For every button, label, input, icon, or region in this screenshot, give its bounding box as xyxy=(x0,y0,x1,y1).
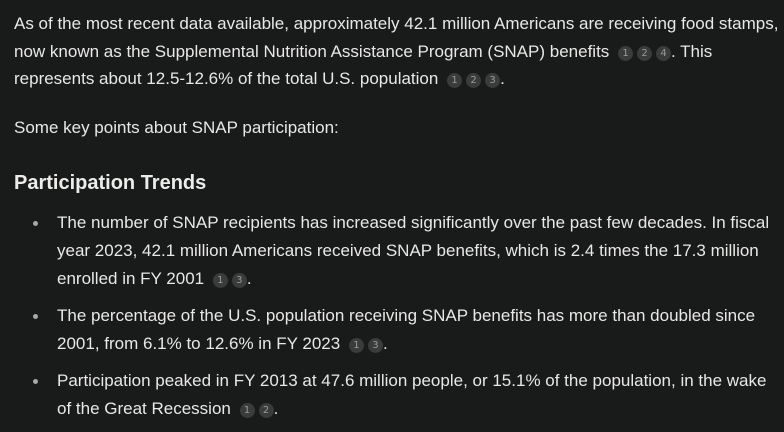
citation-badge[interactable]: 2 xyxy=(258,403,274,418)
list-item: The percentage of the U.S. population re… xyxy=(14,302,780,358)
list-item-end: . xyxy=(246,269,252,288)
citation-badge[interactable]: 1 xyxy=(348,338,364,353)
intro-text-continued: . This represents about 12.5-12.6% of th… xyxy=(14,41,713,89)
citation-badge[interactable]: 2 xyxy=(466,73,482,88)
citation-badge[interactable]: 3 xyxy=(367,338,383,353)
bullet-dot xyxy=(33,314,38,319)
citation-badge[interactable]: 1 xyxy=(212,273,228,288)
citation-badge[interactable]: 3 xyxy=(485,73,501,88)
list-item-text: Participation peaked in FY 2013 at 47.6 … xyxy=(57,371,767,418)
citation-badge[interactable]: 1 xyxy=(447,73,463,88)
list-item-end: . xyxy=(382,334,388,353)
bullet-dot xyxy=(33,221,38,226)
citation-badge[interactable]: 2 xyxy=(637,45,653,61)
intro-text: As of the most recent data available, ap… xyxy=(14,14,779,61)
citation-badge[interactable]: 3 xyxy=(231,273,247,288)
answer-content: As of the most recent data available, ap… xyxy=(14,10,780,432)
citation-badge[interactable]: 1 xyxy=(239,403,255,418)
key-points-intro: Some key points about SNAP participation… xyxy=(14,117,339,137)
list-item: Participation peaked in FY 2013 at 47.6 … xyxy=(14,367,780,423)
citation-badge[interactable]: 4 xyxy=(656,45,672,61)
list-item-text: The number of SNAP recipients has increa… xyxy=(57,213,770,288)
list-item-text: The percentage of the U.S. population re… xyxy=(57,306,756,353)
section-heading: Participation Trends xyxy=(14,172,207,194)
participation-trends-list: The number of SNAP recipients has increa… xyxy=(14,209,780,423)
list-item-end: . xyxy=(273,399,279,418)
intro-paragraph: As of the most recent data available, ap… xyxy=(14,10,780,93)
list-item: The number of SNAP recipients has increa… xyxy=(14,209,780,293)
bullet-dot xyxy=(33,379,38,384)
citation-badge[interactable]: 1 xyxy=(618,45,634,61)
intro-text-end: . xyxy=(500,69,505,88)
